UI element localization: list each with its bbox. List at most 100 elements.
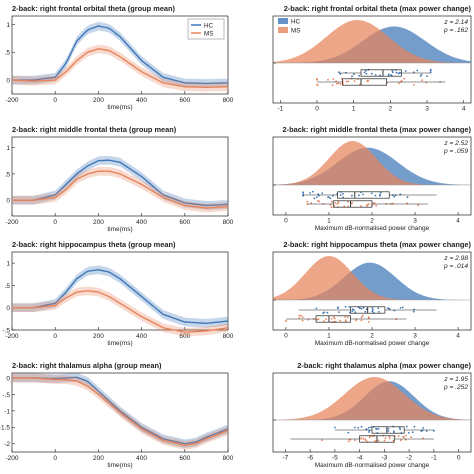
data-point-hc (391, 69, 394, 72)
data-point-ms (310, 202, 312, 205)
x-axis-label: time(ms) (107, 340, 132, 347)
data-point-ms (366, 80, 369, 83)
data-point-hc (419, 75, 422, 77)
x-tick-label: 0 (457, 455, 461, 462)
x-tick-label: 4 (462, 106, 466, 113)
x-axis-label: time(ms) (107, 462, 132, 469)
data-point-ms (360, 437, 363, 440)
y-tick-label: .5 (5, 50, 11, 57)
box-hc (371, 426, 405, 434)
data-point-ms (323, 320, 325, 323)
data-point-ms (366, 205, 368, 207)
data-point-hc (392, 71, 394, 74)
data-point-ms (405, 438, 407, 441)
data-point-ms (300, 314, 302, 317)
data-point-hc (393, 430, 395, 433)
x-tick-label: 2 (370, 333, 374, 340)
stat-annotation: p = .059 (443, 148, 468, 155)
legend-label: HC (204, 22, 214, 29)
x-tick-label: 600 (179, 97, 190, 104)
y-tick-label: -1 (4, 408, 10, 415)
y-tick-label: 0 (6, 375, 10, 382)
stat-annotation: p = .014 (443, 263, 468, 270)
data-point-hc (321, 192, 324, 195)
data-point-hc (357, 426, 360, 429)
data-point-hc (370, 426, 372, 428)
data-point-ms (316, 318, 318, 321)
x-tick-label: 400 (136, 97, 147, 104)
x-tick-label: 0 (284, 218, 288, 225)
data-point-ms (331, 84, 334, 87)
line-panel-title: 2-back: right thalamus alpha (group mean… (12, 361, 162, 370)
x-tick-label: 200 (93, 219, 104, 226)
stat-annotation: p = .162 (443, 27, 468, 34)
series-band-hc (12, 265, 228, 328)
data-point-ms (347, 440, 350, 443)
data-point-hc (358, 194, 360, 197)
data-point-hc (315, 196, 318, 199)
data-point-ms (317, 199, 319, 202)
box-hc (360, 69, 402, 77)
data-point-hc (362, 306, 365, 309)
series-line-ms (12, 290, 229, 333)
data-point-hc (360, 307, 363, 310)
data-point-hc (372, 308, 374, 311)
data-point-hc (371, 310, 374, 313)
raincloud-panel-1: 2-back: right frontal orbital theta (max… (272, 4, 472, 113)
data-point-hc (401, 306, 404, 309)
data-point-ms (330, 206, 333, 209)
data-point-ms (346, 316, 349, 319)
x-tick-label: 800 (223, 455, 234, 462)
data-point-ms (347, 80, 350, 83)
x-tick-label: 1 (327, 333, 331, 340)
data-point-ms (336, 202, 339, 205)
data-point-ms (364, 438, 367, 441)
x-axis-label: time(ms) (107, 226, 132, 233)
data-point-ms (333, 317, 336, 320)
data-point-hc (407, 432, 410, 434)
raincloud-panel-title: 2-back: right thalamus alpha (max power … (297, 361, 471, 370)
line-panel-1: 2-back: right frontal orbital theta (gro… (5, 4, 234, 111)
y-tick-label: -.5 (2, 392, 10, 399)
x-axis-label: Maximum dB-normalised power change (315, 225, 430, 232)
data-point-hc (404, 70, 407, 72)
plot-frame (272, 15, 472, 104)
x-tick-label: 400 (136, 219, 147, 226)
data-point-ms (413, 84, 415, 86)
data-point-ms (410, 436, 412, 438)
x-tick-label: 3 (413, 218, 417, 225)
series-line-ms (12, 170, 229, 209)
data-point-ms (392, 439, 395, 442)
density-cloud-hc (273, 262, 471, 300)
data-point-hc (390, 74, 392, 76)
data-point-hc (342, 192, 344, 195)
x-axis-label: Maximum dB-normalised power change (315, 462, 430, 469)
data-point-ms (307, 318, 310, 321)
data-point-hc (375, 428, 378, 430)
data-point-hc (374, 74, 377, 76)
series-band-hc (12, 155, 228, 210)
data-point-hc (399, 307, 402, 309)
data-point-ms (360, 319, 363, 322)
density-cloud-ms (273, 20, 471, 63)
legend-swatch (278, 27, 288, 33)
data-point-hc (351, 310, 354, 312)
data-point-hc (302, 191, 304, 194)
data-point-hc (425, 430, 428, 432)
box-ms (315, 315, 351, 323)
data-point-hc (374, 194, 377, 197)
x-tick-label: -200 (5, 219, 18, 226)
stat-annotation: p = .252 (443, 384, 468, 391)
series-band-ms (12, 44, 228, 92)
x-tick-label: 0 (284, 333, 288, 340)
data-point-ms (421, 79, 423, 82)
x-tick-label: 1 (352, 106, 356, 113)
data-point-hc (416, 69, 419, 72)
x-tick-label: 200 (93, 97, 104, 104)
data-point-hc (327, 196, 330, 199)
data-point-hc (344, 306, 347, 308)
data-point-ms (400, 439, 402, 442)
data-point-hc (339, 194, 342, 196)
y-tick-label: 1 (6, 261, 10, 268)
data-point-hc (351, 194, 353, 197)
